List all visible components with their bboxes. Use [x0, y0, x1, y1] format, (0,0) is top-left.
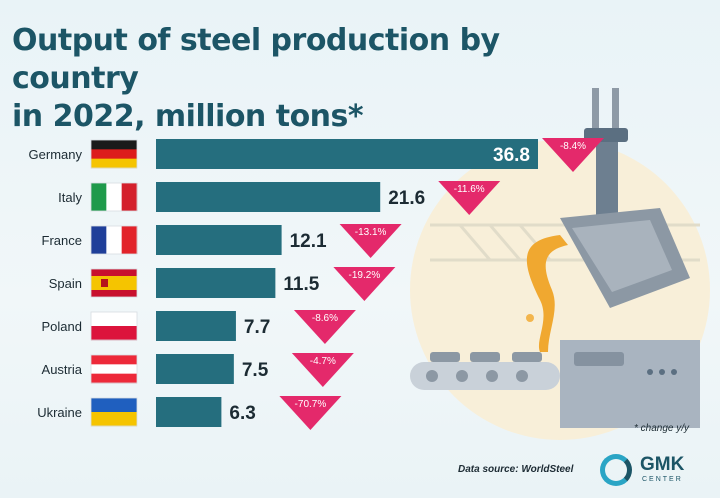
change-label: -19.2% [349, 270, 381, 281]
spain-flag-icon [90, 268, 138, 298]
flag-stripe [121, 226, 138, 254]
flag-stripe [91, 158, 137, 169]
change-badge [438, 181, 501, 215]
value-label: 7.5 [242, 360, 269, 381]
country-label: Ukraine [37, 405, 82, 420]
flag-stripe [91, 290, 137, 297]
flag-stripe [91, 183, 107, 211]
france-flag-icon [90, 225, 138, 255]
flag-border [90, 397, 138, 427]
title-line-2: in 2022, million tons* [12, 99, 364, 134]
change-badge [339, 224, 402, 258]
value-label: 12.1 [290, 231, 327, 252]
change-label: -13.1% [355, 227, 387, 238]
ladle-icon [560, 208, 690, 308]
change-label: -70.7% [295, 399, 327, 410]
flag-stripe [91, 398, 137, 413]
data-source: Data source: WorldSteel [458, 464, 574, 475]
flag-stripe [91, 355, 137, 365]
change-label: -8.6% [312, 313, 338, 324]
country-label: France [42, 233, 82, 248]
change-note: * change y/y [634, 423, 690, 434]
bar [156, 311, 236, 341]
flag-stripe [91, 364, 137, 375]
change-label: -11.6% [454, 184, 485, 195]
logo-sub: CENTER [642, 476, 683, 483]
flag-stripe [106, 226, 123, 254]
flag-border [90, 182, 138, 212]
value-label: 6.3 [229, 403, 255, 424]
flag-stripe [91, 373, 137, 384]
poland-flag-icon [90, 311, 138, 341]
value-label: 21.6 [388, 188, 425, 209]
flag-stripe [121, 183, 138, 211]
flag-stripe [91, 326, 137, 341]
flag-stripe [106, 183, 123, 211]
bar [156, 139, 538, 169]
flag-stripe [91, 412, 137, 427]
gmk-logo: GMK CENTER [600, 452, 710, 486]
change-label: -4.7% [310, 356, 336, 367]
change-badge [291, 353, 354, 387]
conveyor-icon [410, 340, 700, 428]
flag-stripe [91, 269, 137, 276]
country-label: Austria [42, 362, 83, 377]
bar [156, 182, 381, 212]
italy-flag-icon [90, 182, 138, 212]
flag-border [90, 139, 138, 169]
change-badge [542, 138, 604, 172]
change-badge [333, 267, 396, 301]
flag-border [90, 268, 138, 298]
value-label: 36.8 [493, 145, 530, 166]
flag-border [90, 311, 138, 341]
flag-stripe [91, 312, 137, 327]
flag-stripe [91, 140, 137, 150]
flag-emblem [101, 279, 108, 287]
bar [156, 354, 234, 384]
logo-ring-icon [600, 454, 632, 486]
flag-stripe [91, 226, 107, 254]
title-line-1: Output of steel production by country [12, 23, 500, 96]
austria-flag-icon [90, 354, 138, 384]
country-label: Germany [29, 147, 83, 162]
flag-border [90, 225, 138, 255]
logo-name: GMK [640, 454, 685, 475]
flag-stripe [91, 276, 137, 290]
bar [156, 268, 276, 298]
molten-steel-icon [526, 235, 568, 352]
bar [156, 225, 282, 255]
flag-border [90, 354, 138, 384]
bar [156, 397, 222, 427]
country-label: Poland [42, 319, 82, 334]
ukraine-flag-icon [90, 397, 138, 427]
flag-stripe [91, 149, 137, 160]
country-label: Italy [58, 190, 82, 205]
country-label: Spain [49, 276, 82, 291]
change-badge [293, 310, 356, 344]
value-label: 7.7 [244, 317, 270, 338]
change-label: -8.4% [560, 141, 586, 152]
page-title: Output of steel production by country in… [12, 22, 632, 136]
value-label: 11.5 [283, 274, 319, 295]
change-badge [279, 396, 342, 430]
germany-flag-icon [90, 139, 138, 169]
